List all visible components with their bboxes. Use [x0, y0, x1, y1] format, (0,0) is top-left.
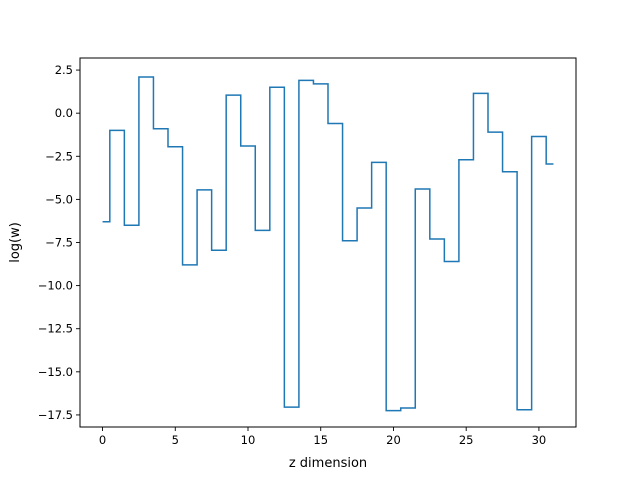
- series-line-0: [102, 76, 554, 412]
- y-tick-label: −5.0: [45, 192, 73, 206]
- x-axis-label: z dimension: [289, 456, 367, 471]
- y-tick-label: 0.0: [55, 106, 73, 120]
- y-tick-label: 2.5: [55, 63, 73, 77]
- y-tick-label: −12.5: [38, 322, 73, 336]
- y-axis-ticks: 2.5 0.0 −2.5 −5.0 −7.5 −10.0 −12.5 −15.0 −17.5: [38, 63, 80, 422]
- x-tick-label: 20: [386, 433, 401, 447]
- y-tick-label: −7.5: [45, 236, 73, 250]
- x-tick-label: 25: [459, 433, 474, 447]
- y-tick-label: −15.0: [38, 365, 73, 379]
- x-tick-label: 0: [99, 433, 106, 447]
- y-tick-label: −2.5: [45, 149, 73, 163]
- x-tick-label: 30: [532, 433, 547, 447]
- y-tick-label: −10.0: [38, 279, 73, 293]
- x-tick-label: 15: [313, 433, 328, 447]
- x-tick-label: 5: [172, 433, 179, 447]
- series-layer: [102, 76, 554, 412]
- x-axis-ticks: 0 5 10 15 20 25 30: [99, 427, 546, 447]
- y-tick-label: −17.5: [38, 408, 73, 422]
- y-axis-label: log(w): [8, 222, 23, 263]
- x-tick-label: 10: [241, 433, 256, 447]
